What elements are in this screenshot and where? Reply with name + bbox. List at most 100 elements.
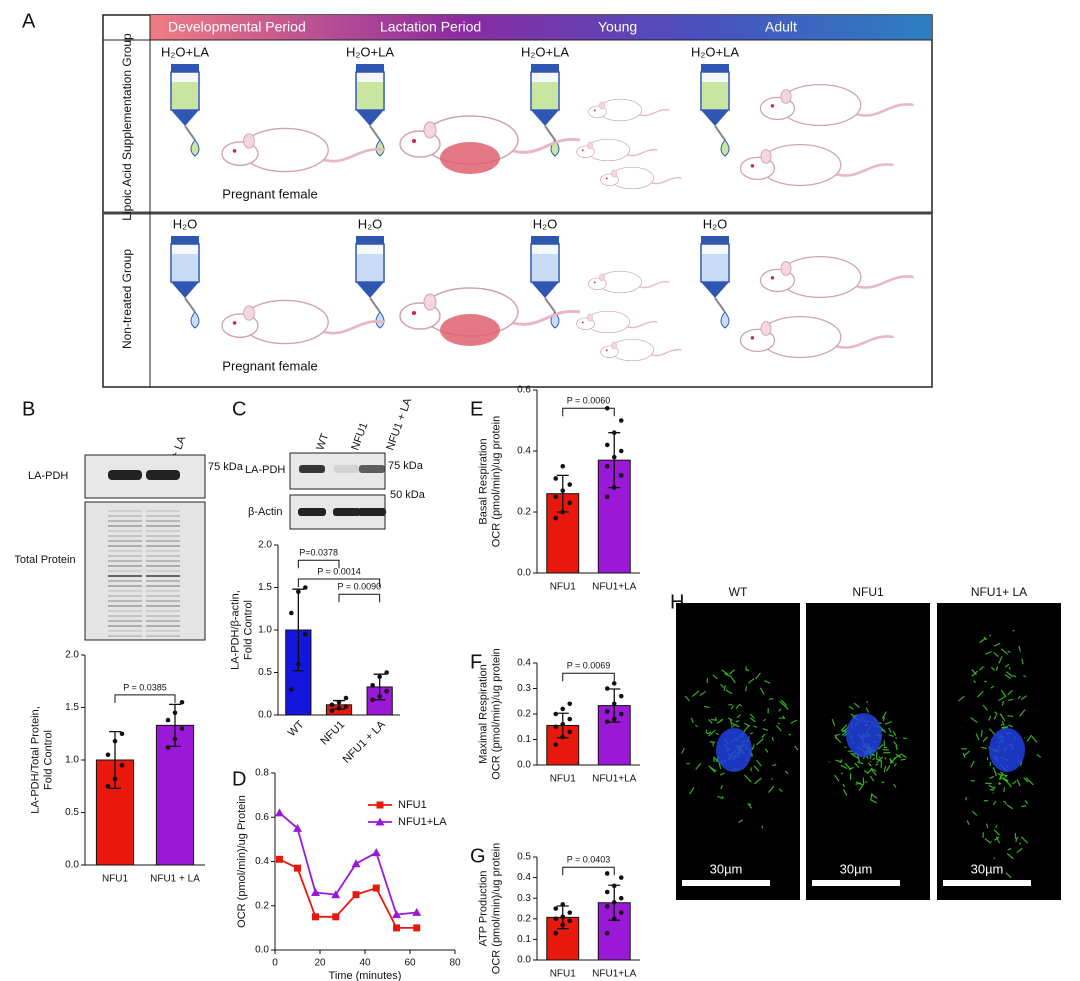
mitochondria bbox=[993, 857, 996, 860]
mitochondria bbox=[743, 724, 751, 732]
mitochondria bbox=[690, 717, 694, 724]
rat-eye bbox=[770, 104, 775, 108]
y-tick-label: 0.0 bbox=[255, 945, 269, 956]
x-tick-label: NFU1+LA bbox=[592, 774, 637, 785]
data-point bbox=[604, 709, 610, 714]
bottle-cone bbox=[356, 282, 384, 298]
bottle-cone bbox=[356, 110, 384, 126]
band bbox=[108, 520, 142, 522]
mitochondria bbox=[970, 760, 975, 768]
bottle-cap bbox=[701, 236, 729, 244]
band bbox=[108, 515, 142, 517]
mitochondria bbox=[1016, 779, 1021, 787]
band bbox=[108, 620, 142, 622]
x-tick-label: 0 bbox=[272, 958, 278, 969]
mitochondria bbox=[762, 727, 769, 732]
mitochondria bbox=[1007, 715, 1014, 717]
mitochondria bbox=[985, 823, 989, 829]
band bbox=[108, 545, 142, 547]
band bbox=[108, 605, 142, 607]
mitochondria bbox=[725, 689, 733, 695]
marker bbox=[413, 924, 421, 932]
mitochondria bbox=[703, 705, 710, 709]
mitochondria bbox=[749, 713, 755, 719]
band bbox=[108, 590, 142, 592]
band bbox=[146, 515, 180, 517]
rat-ear bbox=[760, 321, 772, 336]
y-tick-label: 0.6 bbox=[255, 812, 269, 823]
y-tick-label: 2.0 bbox=[258, 540, 272, 551]
x-tick-label: NFU1 bbox=[550, 582, 577, 593]
mitochondria bbox=[848, 766, 854, 771]
mitochondria bbox=[973, 680, 977, 684]
data-point bbox=[604, 686, 610, 691]
band bbox=[146, 595, 180, 597]
bottle-cone bbox=[701, 110, 729, 126]
drop bbox=[375, 139, 385, 157]
band bbox=[108, 530, 142, 532]
bar bbox=[155, 724, 195, 866]
mitochondria bbox=[994, 836, 1000, 841]
data-point bbox=[384, 688, 389, 694]
mitochondria bbox=[730, 705, 735, 710]
marker bbox=[392, 910, 401, 919]
rat-ear bbox=[599, 101, 605, 110]
data-point bbox=[604, 494, 610, 500]
band bbox=[146, 610, 180, 612]
mitochondria bbox=[1002, 800, 1007, 803]
x-tick-label: WT bbox=[286, 718, 307, 739]
bottle-tube bbox=[544, 297, 556, 313]
data-point bbox=[604, 889, 610, 895]
scale-bar-label: 30µm bbox=[710, 861, 743, 876]
y-tick-label: 0.3 bbox=[517, 683, 531, 694]
panel-letter: F bbox=[470, 651, 482, 673]
bracket bbox=[562, 672, 615, 682]
y-tick-label: 0.0 bbox=[517, 568, 531, 579]
mitochondria bbox=[1026, 734, 1033, 742]
data-point bbox=[618, 875, 624, 880]
band bbox=[146, 605, 180, 607]
data-point bbox=[611, 454, 617, 460]
y-tick-label: 0.0 bbox=[517, 760, 531, 771]
mitochondria bbox=[1002, 777, 1009, 782]
mitochondria bbox=[779, 700, 787, 709]
mitochondria bbox=[892, 730, 897, 736]
x-tick-label: 80 bbox=[449, 958, 461, 969]
data-point bbox=[604, 442, 610, 448]
nucleus bbox=[846, 713, 882, 757]
mitochondria bbox=[1006, 804, 1014, 810]
mitochondria bbox=[767, 785, 775, 793]
data-point bbox=[611, 716, 617, 722]
y-tick-label: 1.0 bbox=[65, 755, 79, 766]
legend-marker bbox=[375, 817, 385, 826]
bottle-label: H₂O+LA bbox=[346, 44, 394, 59]
y-axis-label: Maximal Respiration bbox=[477, 664, 489, 764]
image-label: NFU1 bbox=[852, 585, 884, 599]
mitochondria bbox=[729, 669, 735, 675]
band bbox=[108, 555, 142, 557]
mitochondria bbox=[785, 707, 789, 711]
annotation: P = 0.0385 bbox=[123, 682, 167, 692]
mitochondria bbox=[983, 680, 987, 683]
data-point bbox=[553, 711, 559, 717]
rat-tail bbox=[509, 137, 581, 154]
lane-label: NFU1 bbox=[349, 421, 370, 452]
band bbox=[146, 585, 180, 587]
x-axis-label: Time (minutes) bbox=[329, 970, 402, 981]
bracket bbox=[562, 866, 615, 876]
mitochondria bbox=[764, 680, 771, 684]
mitochondria bbox=[876, 756, 884, 763]
lane-label: NFU1 + LA bbox=[384, 396, 414, 452]
data-point bbox=[611, 900, 617, 905]
y-tick-label: 0.4 bbox=[255, 856, 269, 867]
data-point bbox=[567, 729, 573, 735]
mitochondria bbox=[1000, 689, 1007, 698]
annotation: P = 0.0403 bbox=[567, 855, 611, 865]
y-axis-label: ATP Production bbox=[477, 870, 489, 946]
y-tick-label: 0.5 bbox=[65, 807, 79, 818]
mitochondria bbox=[866, 768, 873, 775]
drop bbox=[190, 311, 200, 329]
mitochondria bbox=[719, 772, 725, 776]
data-point bbox=[105, 783, 111, 789]
mitochondria bbox=[992, 800, 997, 806]
